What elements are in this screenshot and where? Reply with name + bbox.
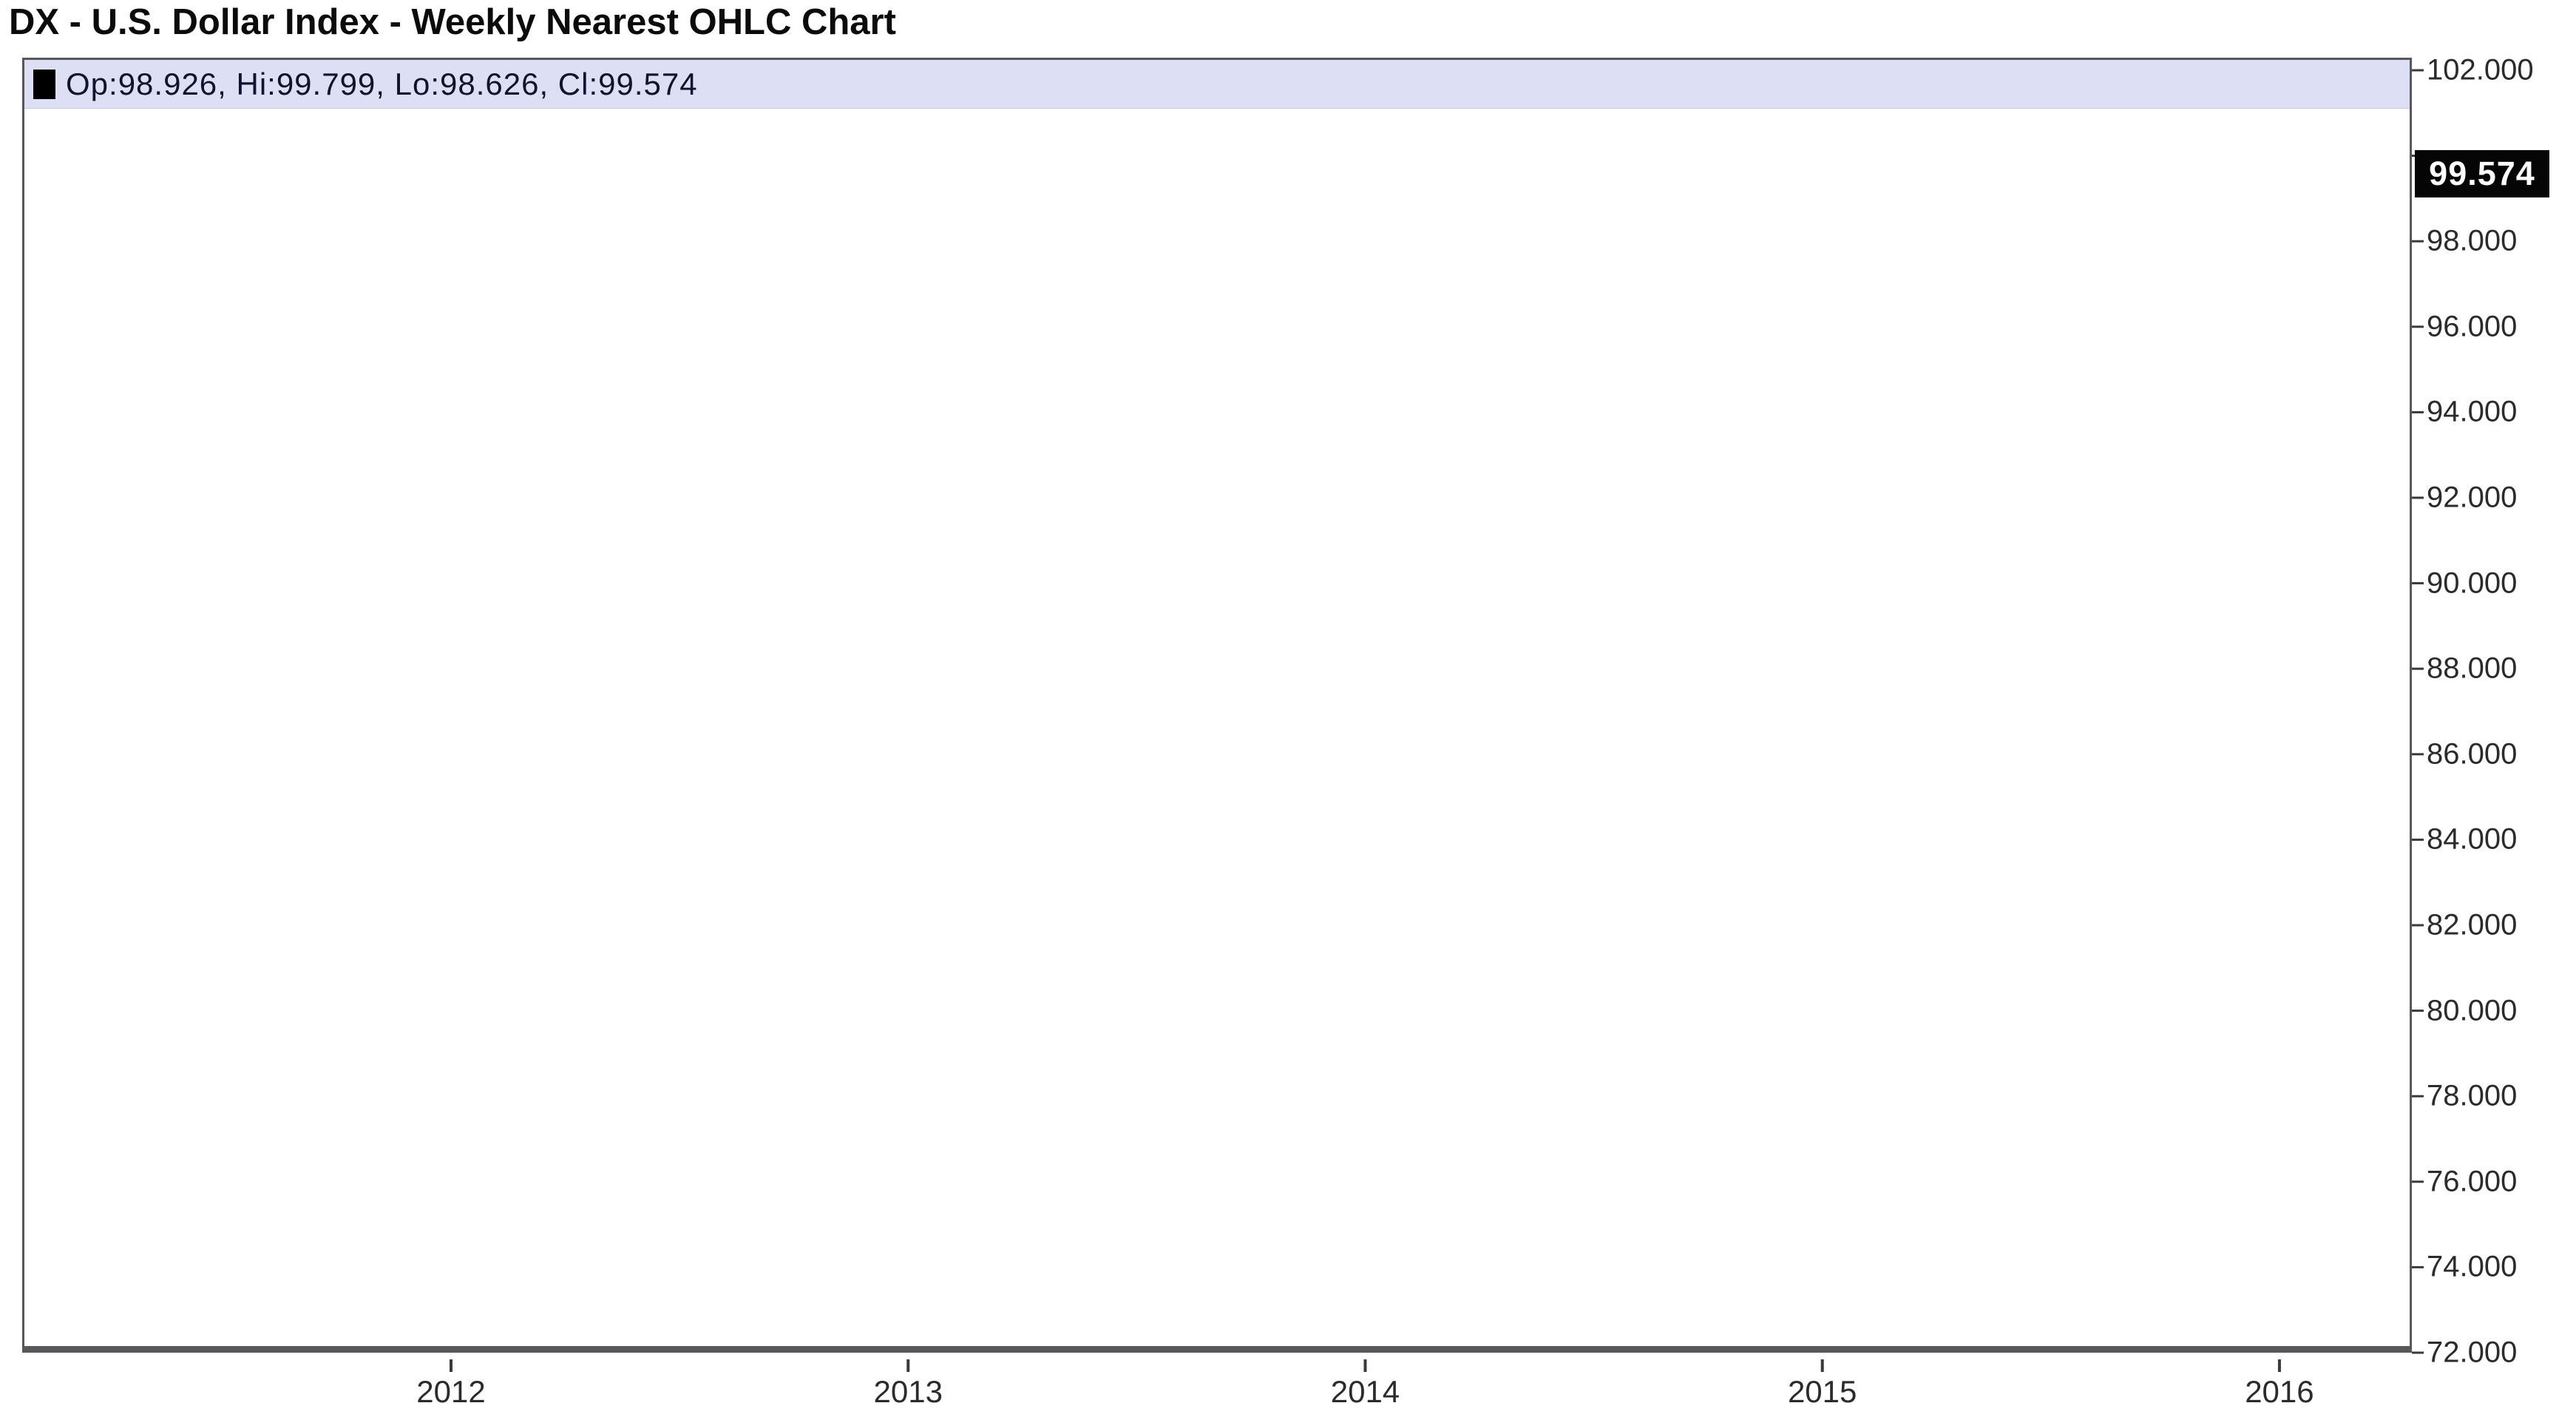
y-axis-label: 94.000 xyxy=(2427,395,2518,428)
chart-title: DX - U.S. Dollar Index - Weekly Nearest … xyxy=(9,2,896,42)
y-axis-label: 88.000 xyxy=(2427,652,2518,685)
legend-marker-icon xyxy=(33,69,55,99)
x-axis-label: 2013 xyxy=(873,1374,943,1409)
legend-ohlc-text: Op:98.926, Hi:99.799, Lo:98.626, Cl:99.5… xyxy=(66,66,698,101)
y-axis-label: 84.000 xyxy=(2427,822,2518,856)
y-axis-label: 80.000 xyxy=(2427,994,2518,1027)
axis-ticks xyxy=(450,69,2424,1372)
y-axis-label: 98.000 xyxy=(2427,224,2518,257)
x-axis-label: 2014 xyxy=(1330,1374,1400,1409)
y-axis-label: 72.000 xyxy=(2427,1336,2518,1369)
y-axis-label: 96.000 xyxy=(2427,310,2518,343)
last-price-badge: 99.574 xyxy=(2415,150,2549,198)
x-axis-label: 2016 xyxy=(2245,1374,2314,1409)
y-axis-label: 90.000 xyxy=(2427,567,2518,600)
y-axis-label: 102.000 xyxy=(2427,53,2534,87)
y-axis-label: 76.000 xyxy=(2427,1165,2518,1198)
legend-bar: Op:98.926, Hi:99.799, Lo:98.626, Cl:99.5… xyxy=(24,60,2410,109)
x-axis-label: 2012 xyxy=(416,1374,486,1409)
y-axis-label: 92.000 xyxy=(2427,481,2518,514)
y-axis-label: 74.000 xyxy=(2427,1250,2518,1283)
y-axis-label: 82.000 xyxy=(2427,908,2518,941)
plot-frame xyxy=(22,58,2412,1353)
x-axis-label: 2015 xyxy=(1787,1374,1857,1409)
y-axis-label: 78.000 xyxy=(2427,1079,2518,1112)
y-axis-label: 86.000 xyxy=(2427,737,2518,771)
